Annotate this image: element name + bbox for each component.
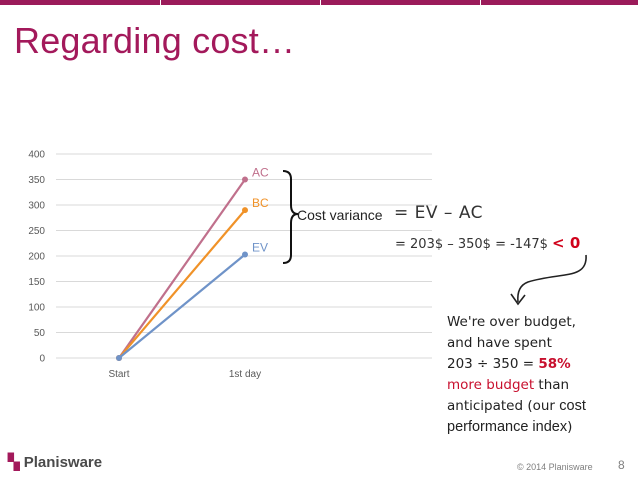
x-tick-label: 1st day — [229, 369, 261, 380]
note-text: than — [538, 377, 570, 393]
data-point-ac — [242, 176, 248, 183]
chart-series: AC BC EV — [116, 166, 269, 361]
note-line: anticipated (our cost — [447, 396, 586, 417]
note-ratio: 203 ÷ 350 = — [447, 356, 535, 372]
note-text: ) — [567, 419, 573, 435]
cost-variance-bracket — [282, 170, 299, 264]
y-tick-label: 350 — [28, 175, 45, 186]
note-line: more budget than — [447, 375, 586, 396]
data-point-ev — [242, 251, 248, 258]
formula-calculation: = 203$ – 350$ = -147$ < 0 — [395, 234, 580, 252]
note-text: performance index — [447, 419, 568, 435]
top-bar-separator — [480, 0, 481, 5]
series-line-bc — [118, 209, 246, 359]
logo-text: Planisware — [23, 454, 103, 471]
series-line-ac — [118, 178, 246, 359]
y-tick-label: 150 — [28, 277, 45, 288]
formula-ev-minus-ac: = EV – AC — [394, 203, 484, 223]
note-text: anticipated (our — [447, 398, 555, 414]
top-accent-bar — [0, 0, 638, 5]
note-highlight: more budget — [447, 377, 535, 393]
series-line-ev — [118, 253, 246, 359]
logo-mark-icon: ▚ — [8, 454, 20, 471]
y-tick-label: 200 — [28, 252, 45, 263]
y-tick-label: 400 — [28, 150, 45, 161]
note-percentage: 58% — [538, 356, 571, 372]
series-label-bc: BC — [252, 196, 269, 210]
page-number: 8 — [618, 458, 625, 472]
series-label-ev: EV — [252, 240, 268, 254]
top-bar-separator — [160, 0, 161, 5]
series-label-ac: AC — [252, 166, 269, 180]
arrow-curve — [517, 254, 587, 303]
y-tick-label: 300 — [28, 201, 45, 212]
x-tick-label: Start — [108, 369, 129, 380]
arrow-head — [510, 293, 526, 306]
x-axis-tick-labels: Start 1st day — [108, 369, 261, 380]
note-line: and have spent — [447, 335, 552, 351]
data-point-bc — [242, 207, 248, 214]
data-point-ev — [116, 355, 122, 361]
note-line: performance index) — [447, 417, 586, 438]
top-bar-separator — [320, 0, 321, 5]
negative-result-badge: < 0 — [552, 234, 581, 252]
budget-note: We're over budget, and have spent 203 ÷ … — [447, 312, 586, 438]
y-tick-label: 100 — [28, 303, 45, 314]
y-tick-label: 50 — [34, 328, 46, 339]
y-tick-label: 250 — [28, 226, 45, 237]
curly-bracket — [282, 170, 299, 264]
note-line: We're over budget, — [447, 314, 576, 330]
slide-title: Regarding cost… — [14, 20, 296, 61]
note-line: 203 ÷ 350 = 58% — [447, 354, 586, 375]
footer-copyright: © 2014 Planisware — [517, 462, 593, 472]
formula-calculation-text: = 203$ – 350$ = -147$ — [395, 237, 548, 252]
y-tick-label: 0 — [39, 354, 45, 365]
y-axis-tick-labels: 0 50 100 150 200 250 300 350 400 — [28, 150, 45, 365]
cost-variance-label: Cost variance — [297, 207, 383, 223]
planisware-logo: ▚ Planisware — [8, 453, 102, 471]
note-text: cost — [559, 398, 586, 414]
annotation-arrow — [510, 254, 587, 306]
